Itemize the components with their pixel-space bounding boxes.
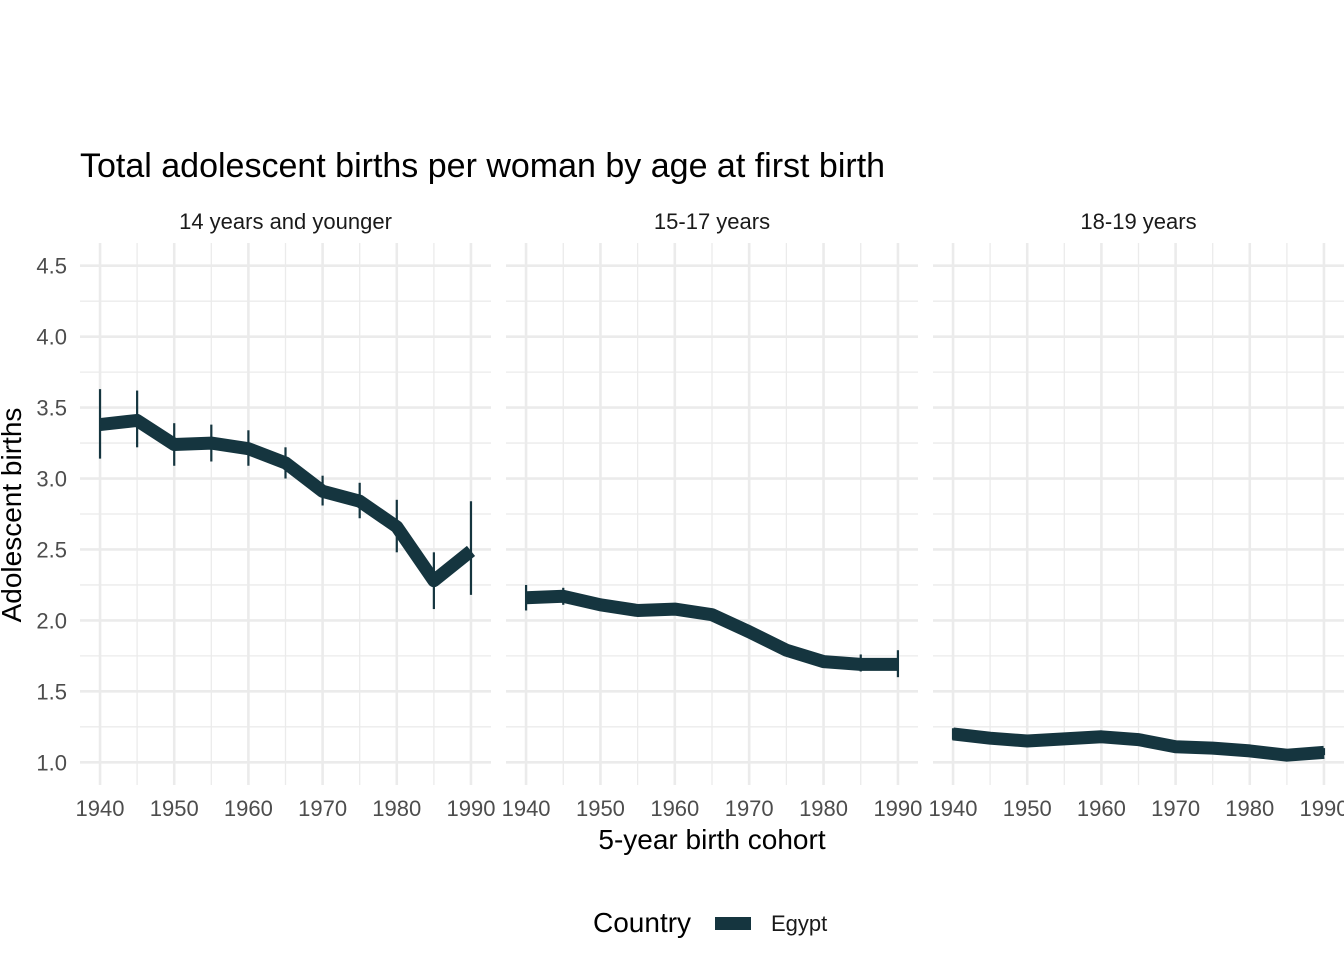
x-tick-label: 1990 (446, 796, 495, 821)
facet-panel: 15-17 years 1940 1950 1960 1970 1980 1990 (502, 209, 923, 821)
x-tick-label: 1990 (873, 796, 922, 821)
x-tick-label: 1970 (298, 796, 347, 821)
y-tick-label: 4.0 (36, 325, 67, 350)
x-tick-label: 1940 (76, 796, 125, 821)
facet-strip-label: 15-17 years (654, 209, 770, 234)
facet-panel: 14 years and younger 1940 1950 1960 1970 1980… (76, 209, 496, 821)
facet-panels: 14 years and younger 1940 1950 1960 1970 1980… (76, 209, 1344, 821)
x-tick-label: 1970 (725, 796, 774, 821)
x-axis-title: 5-year birth cohort (598, 824, 825, 855)
x-tick-label: 1940 (502, 796, 551, 821)
y-axis-title: Adolescent births (0, 408, 27, 623)
y-tick-label: 1.5 (36, 679, 67, 704)
legend-label-egypt: Egypt (771, 911, 827, 936)
facet-strip-label: 14 years and younger (179, 209, 392, 234)
y-tick-label: 4.5 (36, 254, 67, 279)
x-tick-label: 1950 (1003, 796, 1052, 821)
y-tick-label: 1.0 (36, 750, 67, 775)
x-tick-label: 1980 (799, 796, 848, 821)
y-tick-label: 3.0 (36, 467, 67, 492)
x-tick-label: 1960 (1077, 796, 1126, 821)
x-tick-label: 1960 (650, 796, 699, 821)
x-tick-label: 1970 (1151, 796, 1200, 821)
y-tick-label: 3.5 (36, 396, 67, 421)
y-axis-ticks: 1.0 1.5 2.0 2.5 3.0 3.5 4.0 4.5 (36, 254, 67, 776)
y-tick-label: 2.0 (36, 608, 67, 633)
x-tick-label: 1950 (576, 796, 625, 821)
x-tick-label: 1960 (224, 796, 273, 821)
facet-strip-label: 18-19 years (1080, 209, 1196, 234)
legend-title: Country (593, 907, 691, 938)
x-tick-label: 1950 (150, 796, 199, 821)
chart-title: Total adolescent births per woman by age… (80, 147, 885, 185)
y-tick-label: 2.5 (36, 537, 67, 562)
x-tick-label: 1940 (929, 796, 978, 821)
legend: Country Egypt (593, 907, 827, 938)
x-tick-label: 1980 (372, 796, 421, 821)
legend-key-egypt (715, 917, 751, 930)
x-tick-label: 1990 (1299, 796, 1344, 821)
x-tick-label: 1980 (1225, 796, 1274, 821)
facet-panel: 18-19 years 1940 1950 1960 1970 1980 1990 (929, 209, 1344, 821)
